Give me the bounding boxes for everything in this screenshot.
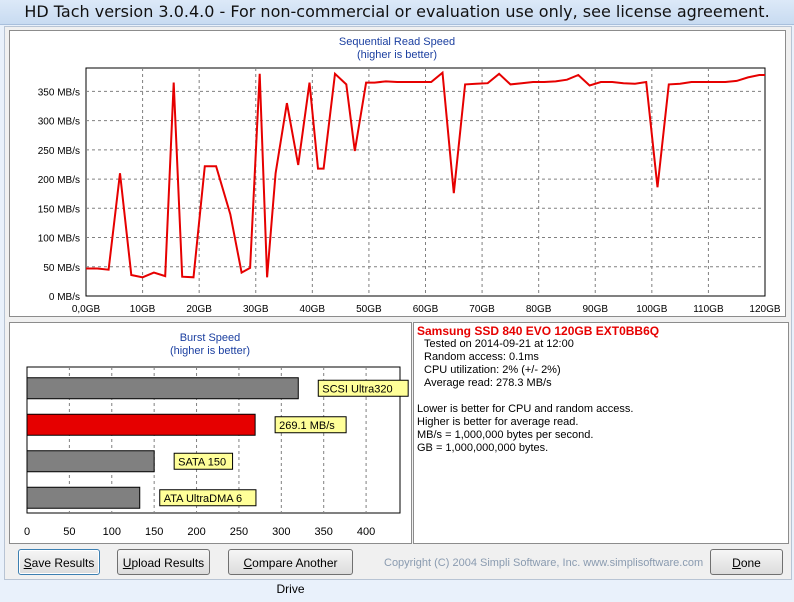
- burst-chart-subtitle: (higher is better): [170, 345, 250, 357]
- burst-chart-title: Burst Speed: [180, 332, 241, 344]
- read-x-tick-label: 80GB: [526, 304, 552, 315]
- burst-x-tick-label: 200: [187, 526, 205, 538]
- done-label: one: [740, 556, 761, 570]
- burst-x-tick-label: 50: [63, 526, 75, 538]
- save-results-button[interactable]: Save Results: [18, 549, 100, 575]
- upload-results-label: pload Results: [131, 556, 205, 570]
- burst-x-tick-label: 400: [357, 526, 375, 538]
- read-chart-subtitle: (higher is better): [357, 49, 437, 61]
- burst-bar-label: SATA 150: [178, 456, 226, 468]
- copyright-text: Copyright (C) 2004 Simpli Software, Inc.…: [384, 557, 704, 569]
- burst-x-tick-label: 350: [315, 526, 333, 538]
- read-x-tick-label: 70GB: [469, 304, 495, 315]
- burst-bar: [26, 450, 155, 473]
- read-chart-title: Sequential Read Speed: [339, 36, 455, 48]
- burst-bar-label-box: [317, 379, 409, 397]
- compare-another-drive-button[interactable]: Compare Another Drive: [228, 549, 353, 596]
- title-bar: HD Tach version 3.0.4.0 - For non-commer…: [0, 0, 794, 25]
- note-gb: GB = 1,000,000,000 bytes.: [417, 442, 549, 454]
- average-read: Average read: 278.3 MB/s: [424, 377, 552, 389]
- note-average-read: Higher is better for average read.: [417, 416, 579, 428]
- read-x-tick-label: 50GB: [356, 304, 382, 315]
- burst-bar-label: SCSI Ultra320: [322, 383, 392, 395]
- burst-x-tick-label: 100: [103, 526, 121, 538]
- read-y-tick-label: 150 MB/s: [38, 204, 80, 215]
- read-y-tick-label: 200 MB/s: [38, 175, 80, 186]
- read-y-tick-label: 100 MB/s: [38, 234, 80, 245]
- compare-accel: C: [243, 556, 253, 570]
- burst-speed-panel: Burst Speed (higher is better) SCSI Ultr…: [9, 322, 412, 544]
- read-x-tick-label: 120GB: [749, 304, 780, 315]
- read-x-tick-label: 60GB: [413, 304, 439, 315]
- burst-bar-label: ATA UltraDMA 6: [164, 493, 242, 505]
- burst-bar: [26, 413, 256, 436]
- burst-bar: [26, 377, 299, 400]
- read-y-tick-label: 0 MB/s: [49, 292, 80, 303]
- done-button[interactable]: Done: [710, 549, 783, 575]
- read-y-tick-label: 350 MB/s: [38, 87, 80, 98]
- burst-x-tick-label: 300: [272, 526, 290, 538]
- upload-results-button[interactable]: Upload Results: [117, 549, 210, 575]
- sequential-read-panel: Sequential Read Speed (higher is better)…: [9, 30, 786, 317]
- note-mbps: MB/s = 1,000,000 bytes per second.: [417, 429, 594, 441]
- burst-bar-label-box: [159, 489, 257, 507]
- save-results-accel: S: [23, 556, 32, 570]
- drive-info-panel: Samsung SSD 840 EVO 120GB EXT0BB6Q Teste…: [413, 322, 789, 544]
- burst-speed-chart: Burst Speed (higher is better) SCSI Ultr…: [24, 332, 409, 538]
- read-x-tick-label: 30GB: [243, 304, 269, 315]
- read-speed-series-line: [86, 70, 765, 279]
- burst-x-tick-label: 250: [230, 526, 248, 538]
- random-access: Random access: 0.1ms: [424, 351, 539, 363]
- drive-name: Samsung SSD 840 EVO 120GB EXT0BB6Q: [417, 324, 660, 338]
- read-x-tick-label: 40GB: [300, 304, 326, 315]
- read-y-tick-label: 50 MB/s: [43, 263, 80, 274]
- read-x-tick-label: 0,0GB: [72, 304, 101, 315]
- note-cpu: Lower is better for CPU and random acces…: [417, 403, 634, 415]
- read-y-tick-label: 250 MB/s: [38, 146, 80, 157]
- burst-bar-label-box: [274, 416, 347, 434]
- read-x-tick-label: 90GB: [582, 304, 608, 315]
- window-title: HD Tach version 3.0.4.0 - For non-commer…: [24, 2, 770, 21]
- upload-results-accel: U: [122, 556, 132, 570]
- tested-date: Tested on 2014-09-21 at 12:00: [424, 338, 574, 350]
- read-x-tick-label: 10GB: [130, 304, 156, 315]
- save-results-label: ave Results: [31, 556, 95, 570]
- sequential-read-chart: Sequential Read Speed (higher is better)…: [38, 36, 781, 315]
- read-x-tick-label: 100GB: [636, 304, 667, 315]
- read-x-tick-label: 110GB: [693, 304, 724, 315]
- burst-bar-label-box: [173, 452, 234, 470]
- burst-bar-label: 269.1 MB/s: [279, 420, 335, 432]
- cpu-utilization: CPU utilization: 2% (+/- 2%): [424, 364, 561, 376]
- burst-x-tick-label: 0: [24, 526, 30, 538]
- read-x-tick-label: 20GB: [186, 304, 212, 315]
- burst-x-tick-label: 150: [145, 526, 163, 538]
- done-accel: D: [732, 556, 741, 570]
- burst-bar: [26, 486, 141, 509]
- read-y-tick-label: 300 MB/s: [38, 117, 80, 128]
